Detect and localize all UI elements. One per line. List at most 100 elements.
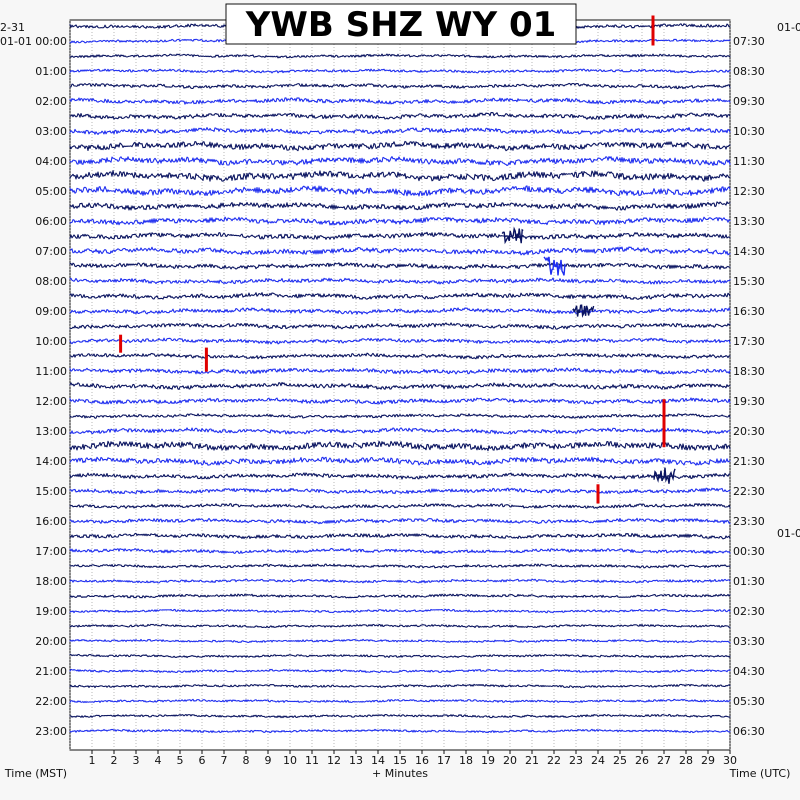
x-tick-label: 3 — [133, 754, 140, 767]
seismic-trace-row — [69, 246, 731, 256]
seismic-trace-row — [69, 653, 731, 659]
seismic-trace-row — [69, 140, 731, 152]
left-time-label: 06:00 — [35, 215, 67, 228]
seismic-trace-row — [69, 170, 731, 182]
right-time-label: 10:30 — [733, 125, 765, 138]
seismic-trace-row — [69, 440, 731, 452]
seismic-trace-row — [69, 262, 731, 270]
left-time-label: 05:00 — [35, 185, 67, 198]
seismic-trace-row — [69, 216, 731, 226]
seismic-trace-row — [69, 352, 731, 360]
x-tick-label: 19 — [481, 754, 495, 767]
x-tick-label: 17 — [437, 754, 451, 767]
right-time-label: 15:30 — [733, 275, 765, 288]
left-time-label: 03:00 — [35, 125, 67, 138]
left-time-label: 10:00 — [35, 335, 67, 348]
right-time-label: 18:30 — [733, 365, 765, 378]
event-wiggle — [572, 304, 595, 318]
seismic-trace-row — [69, 472, 731, 480]
seismic-trace-row — [69, 82, 731, 90]
event-spike — [651, 15, 655, 46]
chart-title: YWB SHZ WY 01 — [245, 5, 557, 45]
left-time-label: 11:00 — [35, 365, 67, 378]
right-time-label: 22:30 — [733, 485, 765, 498]
left-time-label: 07:00 — [35, 245, 67, 258]
seismic-trace-row — [69, 322, 731, 330]
seismic-trace-row — [69, 413, 731, 419]
x-tick-label: 29 — [701, 754, 715, 767]
x-tick-label: 6 — [199, 754, 206, 767]
left-time-labels: 00:00 01:00 02:00 03:00 04:00 05:00 06:00 07:00… — [35, 35, 67, 738]
event-wiggle — [653, 467, 676, 484]
right-time-label: 19:30 — [733, 395, 765, 408]
right-time-label: 03:30 — [733, 635, 765, 648]
x-tick-label: 27 — [657, 754, 671, 767]
seismic-trace-row — [69, 668, 731, 674]
left-time-label: 17:00 — [35, 545, 67, 558]
x-tick-label: 4 — [155, 754, 162, 767]
seismic-trace-row — [69, 683, 731, 689]
x-tick-label: 26 — [635, 754, 649, 767]
seismic-trace-row — [69, 638, 731, 644]
seismic-trace-row — [69, 578, 731, 584]
left-time-label: 18:00 — [35, 575, 67, 588]
seismic-trace-row — [69, 608, 731, 614]
left-time-label: 20:00 — [35, 635, 67, 648]
x-axis-label: + Minutes — [372, 767, 428, 780]
left-date-label-bottom: 01-01 — [0, 35, 32, 48]
x-tick-label: 23 — [569, 754, 583, 767]
right-time-label: 05:30 — [733, 695, 765, 708]
right-time-label: 13:30 — [733, 215, 765, 228]
seismic-trace-row — [69, 563, 731, 569]
left-time-label: 22:00 — [35, 695, 67, 708]
left-time-label: 13:00 — [35, 425, 67, 438]
right-time-label: 12:30 — [733, 185, 765, 198]
seismic-trace-row — [69, 156, 731, 167]
x-tick-label: 13 — [349, 754, 363, 767]
seismic-trace-row — [69, 456, 731, 466]
seismic-trace-row — [69, 503, 731, 509]
left-time-label: 14:00 — [35, 455, 67, 468]
left-time-label: 08:00 — [35, 275, 67, 288]
seismic-trace-row — [69, 367, 731, 375]
x-tick-label: 15 — [393, 754, 407, 767]
left-time-label: 16:00 — [35, 515, 67, 528]
right-time-label: 08:30 — [733, 65, 765, 78]
left-time-label: 02:00 — [35, 95, 67, 108]
x-tick-label: 1 — [89, 754, 96, 767]
x-tick-label: 28 — [679, 754, 693, 767]
left-time-label: 04:00 — [35, 155, 67, 168]
x-tick-label: 8 — [243, 754, 250, 767]
seismic-trace-row — [69, 381, 731, 390]
x-tick-label: 12 — [327, 754, 341, 767]
x-tick-label: 14 — [371, 754, 385, 767]
right-time-label: 09:30 — [733, 95, 765, 108]
x-tick-label: 22 — [547, 754, 561, 767]
x-tick-label: 9 — [265, 754, 272, 767]
right-time-label: 07:30 — [733, 35, 765, 48]
x-tick-label: 2 — [111, 754, 118, 767]
event-spike — [204, 347, 208, 372]
right-time-label: 01:30 — [733, 575, 765, 588]
x-tick-label: 18 — [459, 754, 473, 767]
seismic-traces — [69, 22, 731, 734]
right-time-labels: 07:30 08:30 09:30 10:30 11:30 12:30 13:30 14:30… — [733, 35, 765, 738]
seismic-trace-row — [69, 698, 731, 704]
seismic-trace-row — [69, 68, 731, 74]
left-time-label: 15:00 — [35, 485, 67, 498]
right-time-label: 20:30 — [733, 425, 765, 438]
left-time-label: 00:00 — [35, 35, 67, 48]
right-time-label: 04:30 — [733, 665, 765, 678]
right-time-label: 17:30 — [733, 335, 765, 348]
x-tick-label: 24 — [591, 754, 605, 767]
x-tick-label: 25 — [613, 754, 627, 767]
left-time-label: 01:00 — [35, 65, 67, 78]
x-tick-label: 20 — [503, 754, 517, 767]
seismic-events — [119, 15, 676, 504]
seismic-trace-row — [69, 532, 731, 540]
x-tick-label: 30 — [723, 754, 737, 767]
seismic-trace-row — [69, 397, 731, 405]
event-spike — [119, 334, 123, 353]
right-time-label: 06:30 — [733, 725, 765, 738]
